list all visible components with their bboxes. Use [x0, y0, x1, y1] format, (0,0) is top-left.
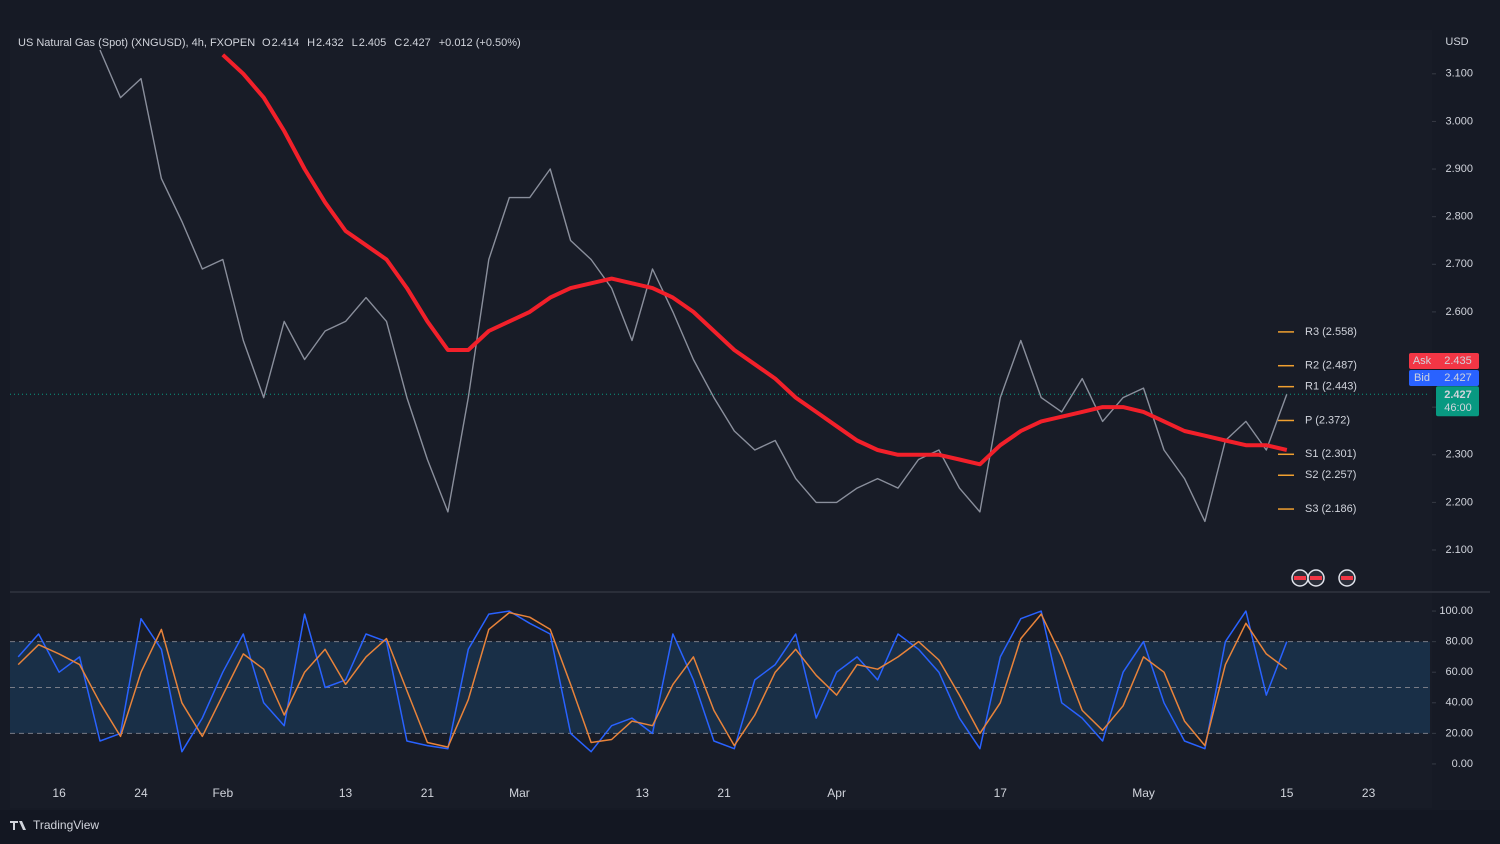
footer-bar	[0, 810, 1500, 844]
quote-label: Ask	[1413, 355, 1432, 367]
price-change: +0.012 (+0.50%)	[439, 37, 521, 49]
y-tick-label: 80.00	[1445, 636, 1473, 648]
ohlc-label: L	[352, 37, 358, 49]
last-price-value: 2.427	[1444, 389, 1472, 401]
x-tick-label: 13	[339, 786, 353, 800]
pivot-label: R3 (2.558)	[1305, 326, 1357, 338]
x-tick-label: 16	[52, 786, 66, 800]
brand-name: TradingView	[33, 818, 99, 832]
x-tick-label: Mar	[509, 786, 530, 800]
quote-value: 2.435	[1444, 355, 1472, 367]
series-line	[99, 49, 1288, 523]
y-tick-label: 40.00	[1445, 697, 1473, 709]
x-tick-label: 21	[717, 786, 731, 800]
pivot-label: R2 (2.487)	[1305, 360, 1357, 372]
x-tick-label: 21	[421, 786, 435, 800]
y-tick-label: 3.000	[1445, 115, 1473, 127]
countdown: 46:00	[1444, 402, 1472, 414]
y-tick-label: 60.00	[1445, 666, 1473, 678]
ohlc-label: H	[307, 37, 315, 49]
quote-tag	[1409, 370, 1479, 386]
quote-value: 2.427	[1444, 372, 1472, 384]
event-flag-stripe	[1294, 576, 1306, 580]
ohlc-label: C	[394, 37, 402, 49]
ohlc-value: 2.432	[316, 37, 344, 49]
pivot-label: S2 (2.257)	[1305, 469, 1356, 481]
ohlc-value: 2.427	[403, 37, 431, 49]
chart-title: US Natural Gas (Spot) (XNGUSD), 4h, FXOP…	[18, 37, 255, 49]
last-price-tag	[1436, 386, 1479, 417]
brand-logo: TradingView	[10, 818, 99, 832]
event-flag-stripe	[1310, 576, 1322, 580]
plot-area	[10, 30, 1432, 808]
y-unit: USD	[1445, 36, 1468, 48]
x-tick-label: Apr	[827, 786, 846, 800]
ohlc-label: O	[262, 37, 271, 49]
x-tick-label: 24	[134, 786, 148, 800]
pivot-label: R1 (2.443)	[1305, 381, 1357, 393]
ohlc-value: 2.414	[272, 37, 300, 49]
y-tick-label: 3.100	[1445, 68, 1473, 80]
ohlc-value: 2.405	[359, 37, 387, 49]
series-line	[17, 611, 1288, 748]
y-tick-label: 2.700	[1445, 258, 1473, 270]
pivot-label: S1 (2.301)	[1305, 448, 1356, 460]
y-tick-label: 2.600	[1445, 306, 1473, 318]
x-tick-label: 15	[1280, 786, 1294, 800]
quote-tag	[1409, 353, 1479, 369]
series-line	[221, 53, 1288, 467]
x-tick-label: 17	[994, 786, 1008, 800]
x-tick-label: Feb	[212, 786, 233, 800]
y-tick-label: 0.00	[1452, 758, 1473, 770]
y-tick-label: 2.900	[1445, 163, 1473, 175]
logo-icon	[10, 821, 26, 830]
y-tick-label: 100.00	[1439, 605, 1473, 617]
pivot-label: S3 (2.186)	[1305, 503, 1356, 515]
quote-label: Bid	[1414, 372, 1430, 384]
event-flag-stripe	[1341, 576, 1353, 580]
y-tick-label: 2.100	[1445, 544, 1473, 556]
y-tick-label: 2.300	[1445, 449, 1473, 461]
y-tick-label: 20.00	[1445, 727, 1473, 739]
x-tick-label: 13	[636, 786, 650, 800]
ohlc-header: O 2.414 H 2.432 L 2.405 C 2.427 +0.012 (+0.50%)	[262, 37, 521, 49]
series-line	[17, 610, 1288, 753]
y-tick-label: 2.200	[1445, 496, 1473, 508]
pivot-label: P (2.372)	[1305, 414, 1350, 426]
x-tick-label: 23	[1362, 786, 1376, 800]
x-tick-label: May	[1132, 786, 1155, 800]
y-tick-label: 2.800	[1445, 211, 1473, 223]
